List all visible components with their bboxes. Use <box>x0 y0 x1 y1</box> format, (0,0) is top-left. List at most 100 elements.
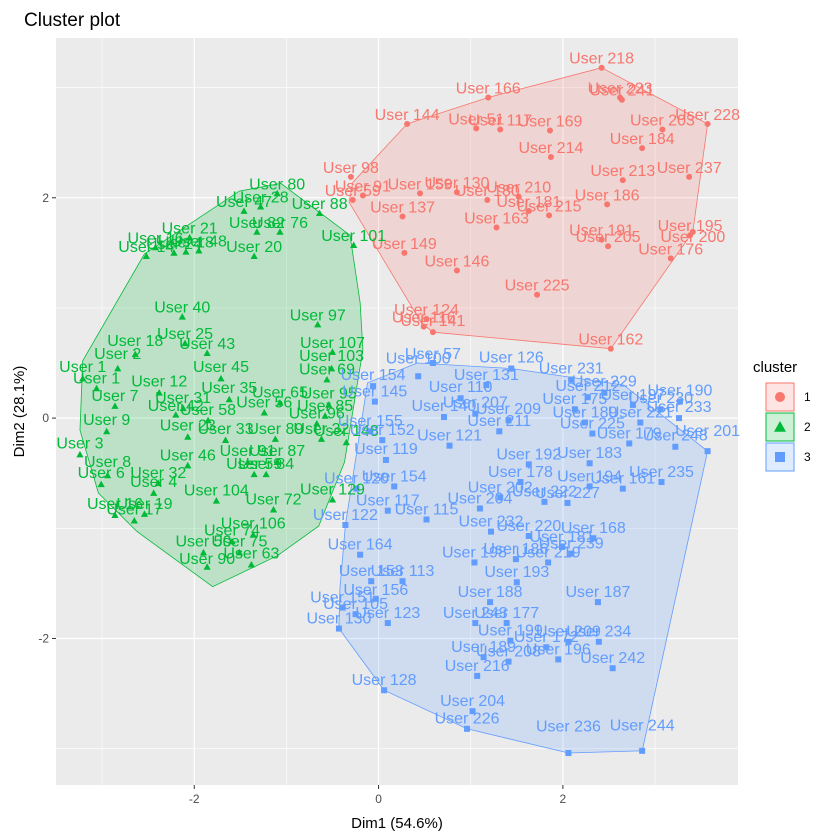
point-label: User 248 <box>643 428 708 445</box>
cluster-2-point <box>104 471 112 479</box>
point-label: User 105 <box>323 596 388 613</box>
cluster-1-point <box>546 212 553 219</box>
point-label: User 1 <box>59 359 106 376</box>
x-tick-label: 0 <box>375 792 382 806</box>
point-label: User 179 <box>597 425 662 442</box>
cluster-3-point <box>513 579 520 586</box>
cluster-2-point <box>247 561 255 568</box>
point-label: User 25 <box>157 326 213 343</box>
point-label: User 181 <box>496 194 561 211</box>
point-label: User 87 <box>249 443 305 460</box>
cluster-3-point <box>497 494 504 501</box>
point-label: User 59 <box>226 456 282 473</box>
point-label: User 220 <box>496 518 561 535</box>
point-label: User 51 <box>448 111 504 128</box>
cluster-3-point <box>582 419 589 426</box>
point-label: User 225 <box>505 278 570 295</box>
cluster-2-point <box>182 248 190 255</box>
cluster-2-point <box>327 364 336 372</box>
point-label: User 72 <box>245 491 301 508</box>
cluster-2-point <box>262 470 270 478</box>
point-label: User 104 <box>184 483 249 500</box>
cluster-2-point <box>151 243 160 251</box>
cluster-3-point <box>384 507 391 514</box>
cluster-2-point <box>114 364 122 372</box>
point-label: User 75 <box>211 533 267 550</box>
legend-label-1: 1 <box>804 390 811 404</box>
point-label: User 208 <box>476 644 541 661</box>
cluster-1-point <box>401 249 408 256</box>
cluster-3-point <box>335 625 342 632</box>
cluster-3-point <box>505 658 512 665</box>
point-label: User 190 <box>647 382 712 399</box>
cluster-3-point <box>517 479 524 486</box>
point-label: User 16 <box>87 496 143 513</box>
point-label: User 85 <box>297 398 353 415</box>
point-label: User 237 <box>657 160 722 177</box>
point-label: User 80 <box>249 176 305 193</box>
cluster-3-point <box>637 419 644 426</box>
point-label: User 141 <box>400 313 465 330</box>
cluster-1-point <box>546 127 553 134</box>
cluster-2-point <box>273 458 281 466</box>
point-label: User 124 <box>394 302 459 319</box>
cluster-1-point <box>667 255 674 262</box>
cluster-3-point <box>472 620 479 627</box>
cluster-3-point <box>589 430 596 437</box>
point-label: User 90 <box>179 551 235 568</box>
minor-gridlines <box>56 38 738 785</box>
point-label: User 100 <box>386 350 451 367</box>
cluster-1-point <box>493 224 500 231</box>
cluster-3-point <box>594 599 601 606</box>
legend-marker-2 <box>774 421 786 432</box>
point-label: User 123 <box>355 605 420 622</box>
point-label: User 84 <box>238 456 294 473</box>
cluster-2-point <box>328 348 337 355</box>
point-label: User 152 <box>350 422 415 439</box>
point-label: User 200 <box>660 229 725 246</box>
cluster-2-point <box>276 228 284 235</box>
cluster-1-point <box>607 345 614 352</box>
cluster-points <box>76 64 711 757</box>
cluster-2-point <box>342 438 350 446</box>
cluster-3-point <box>372 595 379 602</box>
legend-marker-1 <box>775 392 785 402</box>
cluster-2-point <box>195 247 203 254</box>
cluster-1-point <box>420 323 427 330</box>
cluster-2-point <box>253 228 261 235</box>
cluster-2-point <box>131 350 139 358</box>
cluster-1-point <box>359 192 366 199</box>
point-label: User 18 <box>158 235 214 252</box>
cluster-3-point <box>384 620 391 627</box>
cluster-3-point <box>368 578 375 585</box>
point-label: User 239 <box>539 536 604 553</box>
cluster-2-point <box>154 479 162 486</box>
cluster-3-point <box>474 672 481 679</box>
cluster-2-point <box>325 401 333 408</box>
legend-key-1 <box>765 382 795 412</box>
point-label: User 56 <box>236 395 292 412</box>
point-label: User 46 <box>160 447 216 464</box>
point-label: User 18 <box>107 333 163 350</box>
point-label: User 186 <box>575 187 640 204</box>
cluster-2-point <box>186 233 194 241</box>
point-label: User 89 <box>247 421 303 438</box>
point-label: User 14 <box>118 239 174 256</box>
cluster-3-point <box>525 461 532 468</box>
point-label: User 156 <box>343 582 408 599</box>
cluster-3-point <box>657 406 664 413</box>
cluster-3-point <box>512 556 519 563</box>
cluster-3-point <box>487 599 494 606</box>
point-label: User 205 <box>576 229 641 246</box>
point-label: User 144 <box>375 107 440 124</box>
point-label: User 98 <box>323 160 379 177</box>
point-label: User 126 <box>479 349 544 366</box>
cluster-3-point <box>353 485 360 492</box>
point-label: User 33 <box>198 421 254 438</box>
cluster-2-point <box>150 489 158 496</box>
point-label: User 8 <box>84 454 131 471</box>
cluster-2-point <box>130 516 138 524</box>
point-label: User 35 <box>201 380 257 397</box>
point-label: User 74 <box>204 522 260 539</box>
